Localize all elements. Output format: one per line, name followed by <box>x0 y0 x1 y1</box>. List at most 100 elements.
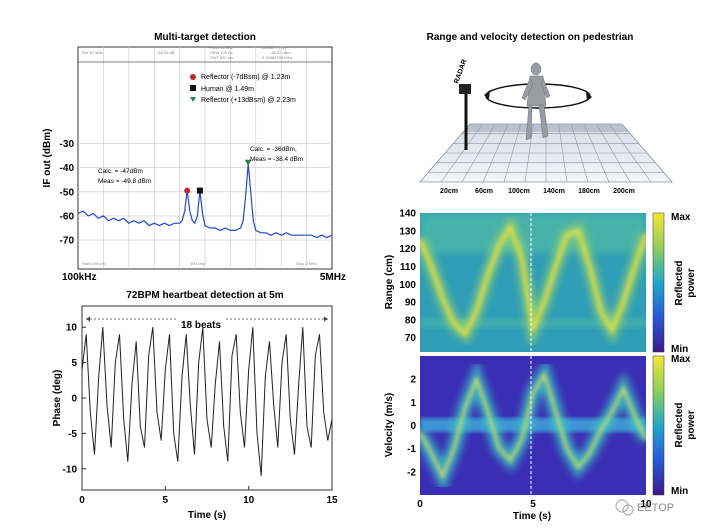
motion-arrow-left <box>484 90 490 99</box>
annotation-right: Calc. = -36dBm, Meas = -38.4 dBm <box>250 146 303 163</box>
panel-range: 140 130 120 110 100 90 80 70 Range (cm) Max Min… <box>384 209 697 356</box>
y-tick-labels: 10 5 0 -5 -10 <box>63 323 86 475</box>
colorbar-label: power <box>686 410 697 440</box>
watermark-icon <box>615 499 629 513</box>
plot-frame <box>81 305 333 491</box>
instrument-text: Start 100 kHz <box>82 261 106 266</box>
legend-label: Human @ 1.49m <box>201 86 254 93</box>
x-tick-label: 5 <box>163 495 169 506</box>
chart-title: Multi-target detection <box>154 32 256 43</box>
radar-box <box>459 84 471 94</box>
distance-label: 180cm <box>578 188 600 195</box>
x-range-label-start: 100kHz <box>62 272 96 283</box>
distance-label: 100cm <box>508 188 530 195</box>
distance-labels: 20cm 60cm 100cm 140cm 180cm 200cm <box>440 188 635 195</box>
chart-title: 72BPM heartbeat detection at 5m <box>126 290 283 301</box>
x-tick-labels: 0 5 10 15 <box>79 486 338 506</box>
y-tick-label: 1 <box>410 398 416 409</box>
watermark-icon <box>622 504 634 516</box>
radar-label: RADAR <box>453 59 468 85</box>
watermark-text: EETOP <box>637 502 674 514</box>
instrument-readout: Ref 10 dBm Att 35 dB RBW 30 kHz VBW 100 … <box>82 45 317 266</box>
watermark: EETOP <box>615 499 674 516</box>
pedestrian-figure <box>521 62 551 141</box>
x-tick-label: 15 <box>326 495 338 506</box>
y-tick-label: -50 <box>60 187 75 198</box>
instrument-text: Marker 1 [T1] <box>262 45 286 50</box>
floor-grid-lines <box>428 123 664 183</box>
y-tick-labels: 140 130 120 110 100 90 80 70 <box>399 209 416 345</box>
instrument-text: Att 35 dB <box>158 50 175 55</box>
distance-label: 20cm <box>440 188 458 195</box>
annotation-text: Meas = -49.8 dBm <box>98 178 151 185</box>
y-tick-label: 10 <box>66 323 78 334</box>
annotation-text: Calc. = -36dBm, <box>250 146 297 153</box>
y-tick-label: 70 <box>405 333 417 344</box>
motion-arrow-right <box>586 92 592 101</box>
instrument-text: Ref 10 dBm <box>82 50 104 55</box>
legend-label: Reflector (+13dBsm) @ 2.23m <box>201 97 296 104</box>
colorbar-label: Reflected <box>674 402 685 447</box>
y-tick-label: -30 <box>60 139 75 150</box>
x-tick-label: 0 <box>417 499 423 510</box>
y-axis-label: Range (cm) <box>384 255 395 309</box>
y-tick-label: 80 <box>405 315 417 326</box>
y-tick-label: -40 <box>60 163 75 174</box>
colorbar-min-label: Min <box>671 344 688 355</box>
y-tick-label: 2 <box>410 375 416 386</box>
colorbar-min-label: Min <box>671 486 688 497</box>
y-tick-label: 130 <box>399 226 416 237</box>
peak-marker-square <box>196 187 203 194</box>
legend: Reflector (-7dBsm) @ 1.23m Human @ 1.49m… <box>190 74 296 104</box>
legend-marker-circle <box>190 74 196 80</box>
x-tick-label: 0 <box>79 495 85 506</box>
y-tick-label: -10 <box>63 464 78 475</box>
x-tick-label: 10 <box>243 495 255 506</box>
spectrum-line <box>77 163 333 239</box>
instrument-text: SWT 800 ms <box>210 55 233 60</box>
y-tick-label: -1 <box>407 444 416 455</box>
beats-annotation: 18 beats <box>181 320 221 331</box>
distance-label: 60cm <box>475 188 493 195</box>
instrument-text: 490 kHz/ <box>190 261 207 266</box>
scene-title: Range and velocity detection on pedestri… <box>427 32 634 43</box>
heatmap-upper-band <box>420 213 646 253</box>
y-tick-label: 0 <box>71 394 77 405</box>
y-tick-label: 120 <box>399 244 416 255</box>
instrument-text: -36.37 dBm <box>270 50 291 55</box>
y-tick-label: 140 <box>399 209 416 220</box>
peak-markers <box>184 159 252 194</box>
y-axis-label: IF out (dBm) <box>42 129 53 188</box>
y-tick-label: 5 <box>71 358 77 369</box>
phase-line <box>81 327 333 476</box>
distance-label: 140cm <box>543 188 565 195</box>
velocity-trace <box>420 371 646 480</box>
x-axis-label: Time (s) <box>513 511 551 522</box>
distance-label: 200cm <box>613 188 635 195</box>
y-tick-label: 100 <box>399 280 416 291</box>
colorbar-label: Reflected <box>674 260 685 305</box>
instrument-text: 2.04089789 MHz <box>262 55 292 60</box>
x-range-label-end: 5MHz <box>320 272 346 283</box>
gridlines <box>78 47 332 269</box>
beats-label-bg <box>176 313 226 325</box>
legend-label: Reflector (-7dBsm) @ 1.23m <box>201 74 290 81</box>
y-tick-labels: 2 1 0 -1 -2 <box>407 375 416 479</box>
y-axis-label: Phase (deg) <box>52 370 63 427</box>
y-tick-label: 90 <box>405 298 417 309</box>
y-axis-label: Velocity (m/s) <box>384 393 395 457</box>
legend-marker-triangle <box>190 97 196 102</box>
instrument-text: VBW 100 Hz <box>210 50 233 55</box>
annotation-left: Calc. = -47dBm Meas = -49.8 dBm <box>98 168 151 185</box>
colorbar-max-label: Max <box>671 212 691 223</box>
instrument-text: RBW 30 kHz <box>210 45 233 50</box>
colorbar-max-label: Max <box>671 354 691 365</box>
peak-marker-circle <box>184 187 191 194</box>
y-tick-label: -2 <box>407 467 416 478</box>
colorbar-label: power <box>686 268 697 298</box>
y-tick-label: -5 <box>68 429 77 440</box>
panel-scene: Range and velocity detection on pedestri… <box>419 32 673 195</box>
range-trace <box>420 223 646 337</box>
colorbar <box>652 355 665 496</box>
